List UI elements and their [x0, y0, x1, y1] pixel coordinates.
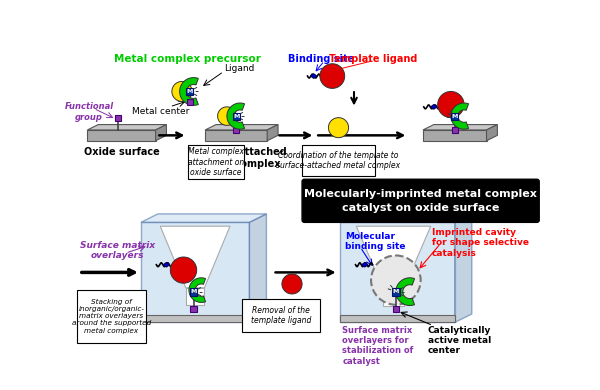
Polygon shape: [141, 214, 266, 222]
FancyBboxPatch shape: [302, 179, 539, 222]
FancyBboxPatch shape: [77, 290, 146, 343]
Polygon shape: [205, 124, 278, 130]
Wedge shape: [172, 82, 192, 101]
Polygon shape: [423, 130, 487, 141]
Text: Binding site: Binding site: [289, 55, 355, 64]
Wedge shape: [282, 274, 302, 294]
Bar: [383, 289, 404, 306]
Bar: [186, 88, 193, 95]
Polygon shape: [163, 262, 170, 267]
Polygon shape: [88, 124, 166, 130]
Bar: [233, 127, 239, 133]
Polygon shape: [227, 103, 245, 129]
Polygon shape: [141, 222, 250, 323]
Bar: [115, 115, 121, 121]
Polygon shape: [340, 214, 472, 222]
Bar: [190, 305, 197, 312]
Text: Stacking of
inorganic/organic-
matrix overlayers
around the supported
metal comp: Stacking of inorganic/organic- matrix ov…: [72, 299, 151, 333]
Wedge shape: [328, 118, 349, 138]
Bar: [451, 113, 458, 120]
Polygon shape: [311, 74, 317, 78]
Polygon shape: [356, 226, 431, 289]
Polygon shape: [250, 214, 266, 323]
Polygon shape: [487, 124, 497, 141]
Polygon shape: [267, 124, 278, 141]
Polygon shape: [88, 130, 155, 141]
Polygon shape: [179, 78, 199, 105]
Text: Molecular
binding site: Molecular binding site: [344, 232, 405, 251]
Text: Template ligand: Template ligand: [329, 55, 418, 64]
Polygon shape: [340, 222, 455, 323]
Bar: [186, 288, 205, 305]
Text: Surface matrix
overlayers for
stabilization of
catalyst: Surface matrix overlayers for stabilizat…: [343, 326, 414, 366]
Text: M: M: [392, 289, 399, 294]
Bar: [452, 127, 458, 133]
Text: Removal of the
template ligand: Removal of the template ligand: [251, 306, 311, 325]
Text: Coordination of the template to
surface-attached metal complex: Coordination of the template to surface-…: [277, 151, 401, 170]
Text: Metal complex precursor: Metal complex precursor: [114, 55, 261, 64]
Polygon shape: [155, 124, 166, 141]
Polygon shape: [189, 278, 206, 302]
FancyBboxPatch shape: [302, 145, 375, 176]
Wedge shape: [170, 257, 197, 283]
Bar: [340, 315, 455, 323]
Text: Imprinted cavity
for shape selective
catalysis: Imprinted cavity for shape selective cat…: [431, 228, 529, 257]
Polygon shape: [423, 124, 497, 130]
Bar: [187, 99, 193, 105]
Text: M: M: [190, 289, 197, 294]
Text: Surface-attached
metal complex: Surface-attached metal complex: [193, 147, 287, 168]
Polygon shape: [362, 262, 368, 267]
Text: Ligand: Ligand: [224, 64, 254, 73]
Text: Molecularly-imprinted metal complex
catalyst on oxide surface: Molecularly-imprinted metal complex cata…: [304, 189, 537, 213]
Bar: [141, 315, 250, 323]
Text: Metal complex
attachment on
oxide surface: Metal complex attachment on oxide surfac…: [188, 147, 244, 177]
Bar: [233, 113, 239, 120]
Polygon shape: [396, 278, 415, 305]
FancyBboxPatch shape: [188, 145, 244, 179]
Text: M: M: [452, 113, 458, 119]
Text: Catalytically
active metal
center: Catalytically active metal center: [428, 326, 491, 355]
Polygon shape: [431, 105, 437, 109]
Polygon shape: [205, 130, 267, 141]
Text: Metal center: Metal center: [131, 107, 189, 116]
Polygon shape: [455, 214, 472, 323]
Polygon shape: [451, 103, 469, 129]
Wedge shape: [320, 64, 344, 89]
Text: Oxide surface: Oxide surface: [83, 147, 160, 157]
Circle shape: [371, 255, 421, 305]
Bar: [393, 305, 399, 312]
Text: Surface matrix
overlayers: Surface matrix overlayers: [80, 241, 155, 260]
FancyBboxPatch shape: [242, 300, 320, 332]
Wedge shape: [438, 92, 464, 118]
Polygon shape: [160, 226, 230, 288]
Bar: [392, 288, 400, 296]
Text: Functional
group: Functional group: [64, 102, 113, 122]
Bar: [190, 288, 197, 296]
Text: M: M: [233, 113, 239, 119]
Text: M: M: [187, 89, 193, 94]
Wedge shape: [218, 107, 236, 125]
